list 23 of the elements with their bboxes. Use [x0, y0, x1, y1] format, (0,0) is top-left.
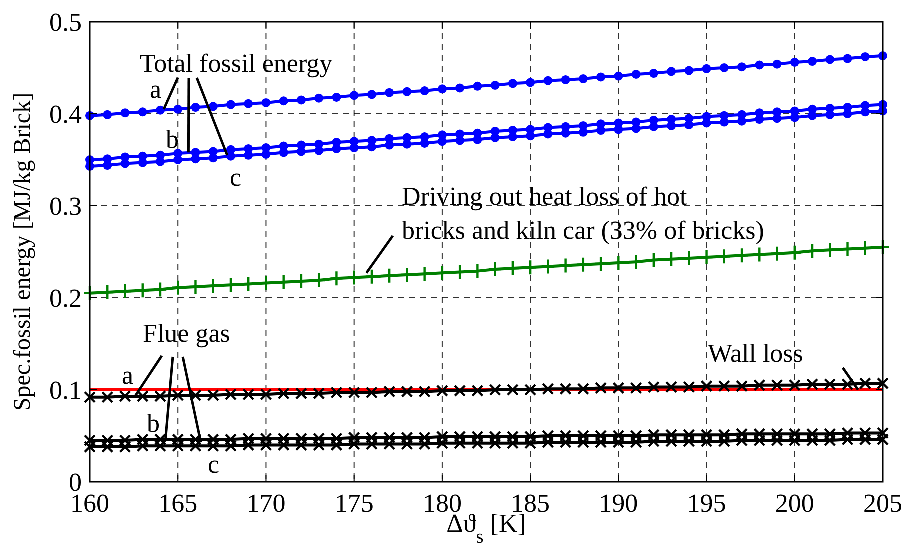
x-tick-label: 175: [334, 489, 374, 518]
y-tick-label: 0.1: [50, 376, 82, 406]
annotation: Total fossil energy: [140, 49, 333, 78]
annotation: Wall loss: [708, 339, 804, 368]
annotation: c: [208, 450, 220, 479]
y-tick-label: 0.5: [50, 8, 82, 38]
y-tick-label: 0.3: [50, 192, 82, 222]
annotation: Driving out heat loss of hot bricks and kiln car (33% of bricks): [402, 182, 764, 245]
annotation: a: [122, 361, 134, 390]
y-tick-label: 0.4: [50, 100, 82, 130]
x-tick-label: 170: [246, 489, 286, 518]
annotation: c: [230, 163, 242, 192]
annotation: Flue gas: [143, 319, 230, 348]
annotation: b: [147, 409, 160, 438]
x-tick-label: 195: [687, 489, 726, 518]
x-tick-label: 190: [599, 489, 638, 518]
y-axis-title: Spec.fossil energy [MJ/kg Brick]: [10, 92, 36, 412]
annotation: a: [150, 75, 162, 104]
y-tick-label: 0.2: [50, 284, 82, 314]
x-tick-label: 200: [775, 489, 814, 518]
x-tick-label: 205: [864, 489, 902, 518]
annotation: b: [166, 125, 179, 154]
x-tick-label: 165: [158, 489, 198, 518]
